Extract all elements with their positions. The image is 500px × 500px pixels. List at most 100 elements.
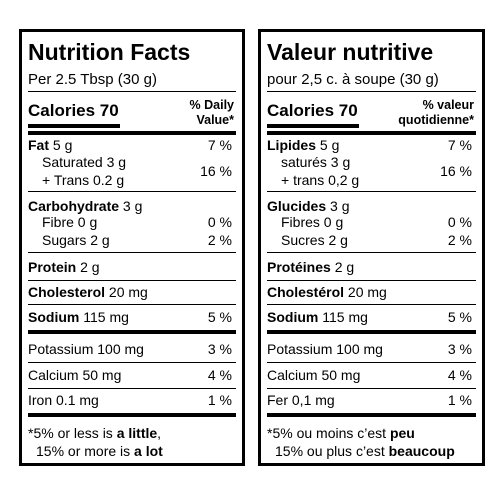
rule (267, 280, 476, 281)
rule (28, 362, 236, 363)
nutrient-row: Fibre 0 g (42, 213, 97, 231)
daily-value-header: quotidienne* (398, 112, 474, 127)
rule (267, 413, 476, 417)
daily-value: 16 % (200, 163, 232, 179)
footnote-text: peu (389, 425, 415, 441)
rule (28, 304, 236, 305)
daily-value: 4 % (447, 367, 472, 383)
footnote-text: , (157, 425, 162, 441)
daily-value: 4 % (207, 367, 232, 383)
nutrient-row: Sucres 2 g (281, 231, 348, 249)
nutrient-name: Sucres 2 g (281, 232, 348, 248)
rule (28, 413, 236, 417)
nutrient-row: Calcium 50 mg (28, 366, 121, 384)
rule (267, 362, 476, 363)
nutrient-row: Iron 0.1 mg (28, 391, 99, 409)
daily-value-header: Value* (196, 112, 234, 127)
nutrient-name: Fat (28, 137, 49, 153)
nutrient-name: Sodium (267, 309, 319, 325)
nutrient-name: Protein (28, 259, 77, 275)
nutrient-row: Fibres 0 g (281, 213, 343, 231)
serving-size: pour 2,5 c. à soupe (30 g) (267, 71, 439, 88)
rule (28, 91, 236, 92)
nutrient-row: Cholestérol 20 mg (267, 283, 387, 301)
daily-value: 2 % (207, 232, 232, 248)
nutrient-name: Fibre 0 g (42, 214, 98, 230)
nutrient-name: Potassium 100 mg (267, 341, 383, 357)
nutrient-amount: 5 g (52, 137, 73, 153)
nutrient-row: Calcium 50 mg (267, 366, 360, 384)
nutrient-row: Glucides 3 g (267, 197, 350, 215)
daily-value-header: % Daily (189, 97, 234, 112)
nutrient-amount: 3 g (330, 198, 350, 214)
footnote-line: *5% ou moins c’est peu (267, 424, 415, 442)
nutrient-amount: 3 g (122, 198, 143, 214)
rule (267, 124, 359, 128)
nutrition-panel: Valeur nutritive pour 2,5 c. à soupe (30 … (258, 29, 485, 466)
daily-value: 2 % (447, 232, 472, 248)
rule (28, 124, 120, 128)
nutrient-row: Sodium 115 mg (28, 308, 129, 326)
daily-value: 7 % (447, 137, 472, 153)
nutrient-row: Protéines 2 g (267, 258, 354, 276)
rule (267, 191, 476, 192)
serving-size: Per 2.5 Tbsp (30 g) (28, 71, 157, 88)
daily-value: 0 % (207, 214, 232, 230)
rule (28, 280, 236, 281)
daily-value: 7 % (207, 137, 232, 153)
rule (28, 252, 236, 253)
nutrient-row: Carbohydrate 3 g (28, 197, 142, 215)
footnote-text: beaucoup (388, 443, 455, 459)
nutrient-name: + trans 0,2 g (281, 172, 360, 188)
nutrient-row: Fer 0,1 mg (267, 391, 335, 409)
nutrient-name: Potassium 100 mg (28, 341, 144, 357)
nutrient-amount: 2 g (80, 259, 100, 275)
nutrient-name: Saturated 3 g (42, 154, 127, 170)
nutrient-name: Calcium 50 mg (267, 367, 361, 383)
nutrient-name: Sodium (28, 309, 80, 325)
footnote-line: 15% ou plus c’est beaucoup (275, 442, 455, 460)
footnote-text: a lot (134, 443, 163, 459)
nutrient-name: Sugars 2 g (42, 232, 110, 248)
daily-value: 1 % (447, 392, 472, 408)
nutrient-name: Cholesterol (28, 284, 106, 300)
daily-value: 1 % (207, 392, 232, 408)
rule (267, 388, 476, 389)
daily-value: 16 % (440, 163, 472, 179)
footnote-text: *5% or less is (28, 425, 117, 441)
nutrient-row: Fat 5 g (28, 136, 72, 154)
footnote-line: 15% or more is a lot (36, 442, 163, 460)
rule (267, 304, 476, 305)
daily-value: 5 % (447, 309, 472, 325)
nutrient-amount: 5 g (319, 137, 340, 153)
nutrient-name: Protéines (267, 259, 331, 275)
nutrition-panel: Nutrition Facts Per 2.5 Tbsp (30 g) Calori… (19, 29, 245, 466)
daily-value: 5 % (207, 309, 232, 325)
calories: Calories 70 (28, 101, 119, 120)
nutrient-name: Lipides (267, 137, 317, 153)
rule (28, 191, 236, 192)
nutrient-name: saturés 3 g (281, 154, 351, 170)
nutrient-row: Protein 2 g (28, 258, 100, 276)
nutrient-name: Calcium 50 mg (28, 367, 122, 383)
nutrient-amount: 20 mg (347, 284, 387, 300)
title: Nutrition Facts (28, 39, 191, 65)
daily-value-header: % valeur (422, 97, 474, 112)
footnote-text: a little (116, 425, 158, 441)
footnote-text: 15% or more is (36, 443, 135, 459)
footnote-line: *5% or less is a little, (28, 424, 161, 442)
nutrient-row: Sodium 115 mg (267, 308, 368, 326)
nutrient-row: Potassium 100 mg (267, 340, 383, 358)
daily-value: 0 % (447, 214, 472, 230)
daily-value: 3 % (207, 341, 232, 357)
nutrient-row: Potassium 100 mg (28, 340, 144, 358)
nutrient-name: Cholestérol (267, 284, 345, 300)
rule (267, 252, 476, 253)
nutrient-name: Iron 0.1 mg (28, 392, 99, 408)
nutrient-amount: 115 mg (83, 309, 129, 325)
rule (28, 131, 236, 135)
title: Valeur nutritive (267, 39, 434, 65)
nutrient-row: Cholesterol 20 mg (28, 283, 148, 301)
footnote-text: *5% ou moins c’est (267, 425, 390, 441)
